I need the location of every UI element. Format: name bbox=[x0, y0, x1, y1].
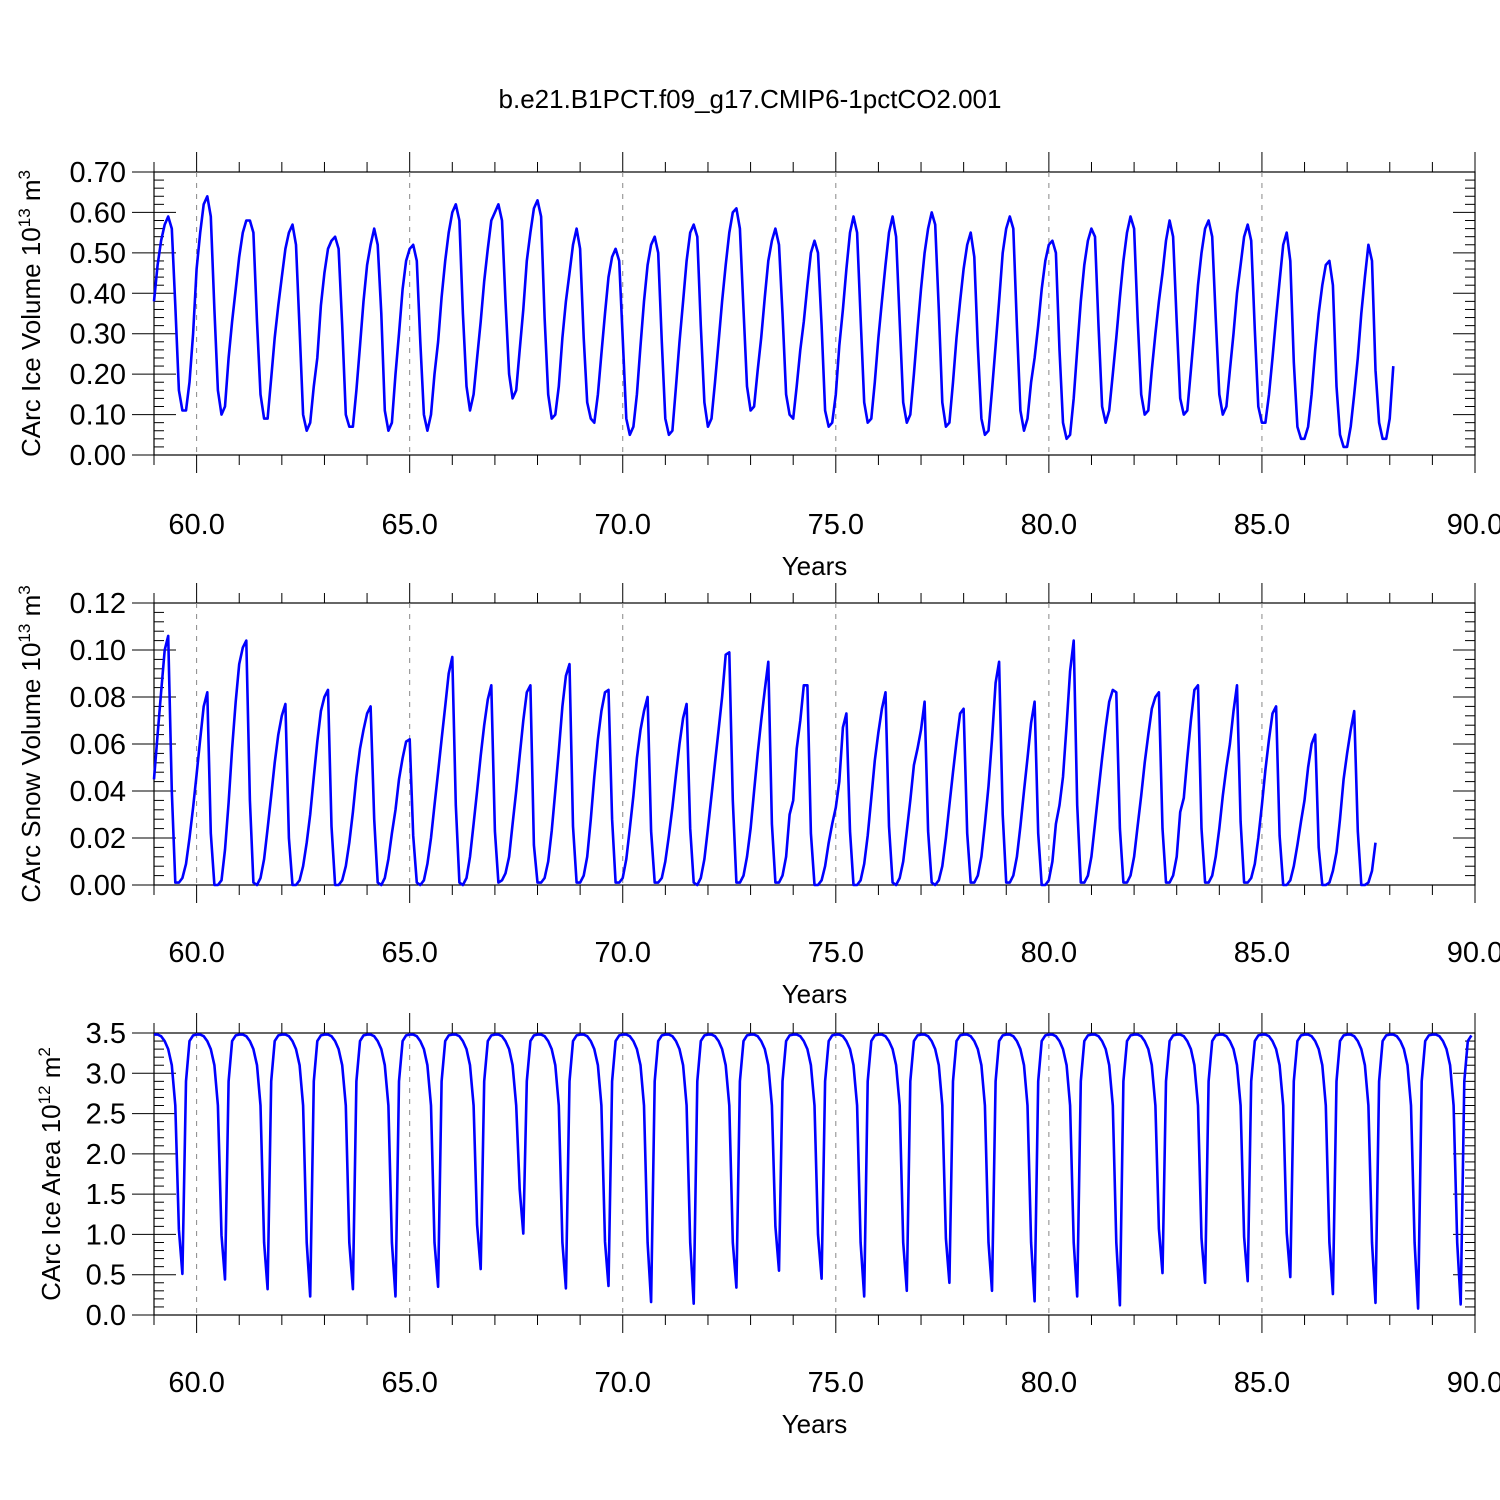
y-tick-label: 0.10 bbox=[70, 400, 126, 432]
y-tick-label: 0.40 bbox=[70, 278, 126, 310]
ice-volume-panel: 0.00 0.10 0.20 0.30 0.40 0.50 0.60 0.70 60.0 65.0… bbox=[15, 152, 1500, 581]
x-tick-label: 90.0 bbox=[1447, 937, 1500, 969]
y-axis-title: CArc Ice Volume 1013 m3 bbox=[15, 170, 46, 457]
x-tick-label: 65.0 bbox=[381, 1367, 437, 1399]
x-tick-label: 80.0 bbox=[1021, 937, 1077, 969]
y-tick-label: 0.70 bbox=[70, 157, 126, 189]
data-series-line bbox=[152, 634, 1377, 887]
x-tick-label: 65.0 bbox=[381, 509, 437, 541]
y-tick-label: 0.12 bbox=[70, 588, 126, 620]
y-tick-label: 0.10 bbox=[70, 635, 126, 667]
y-tick-label: 0.00 bbox=[70, 870, 126, 902]
x-axis-title: Years bbox=[782, 1409, 848, 1439]
x-tick-label: 70.0 bbox=[595, 937, 651, 969]
y-tick-label: 1.0 bbox=[86, 1219, 126, 1251]
y-tick-label: 0.00 bbox=[70, 440, 126, 472]
y-tick-label: 0.08 bbox=[70, 682, 126, 714]
y-tick-label: 0.06 bbox=[70, 729, 126, 761]
x-tick-label: 60.0 bbox=[168, 937, 224, 969]
plot-frame bbox=[153, 1032, 1476, 1316]
x-tick-label: 60.0 bbox=[168, 509, 224, 541]
y-tick-label: 0.0 bbox=[86, 1300, 126, 1332]
data-series-line bbox=[152, 195, 1395, 449]
x-tick-label: 75.0 bbox=[808, 509, 864, 541]
x-tick-label: 80.0 bbox=[1021, 509, 1077, 541]
x-tick-label: 75.0 bbox=[808, 1367, 864, 1399]
y-tick-label: 0.60 bbox=[70, 197, 126, 229]
x-tick-label: 65.0 bbox=[381, 937, 437, 969]
x-tick-label: 70.0 bbox=[595, 1367, 651, 1399]
y-tick-label: 2.5 bbox=[86, 1099, 126, 1131]
x-tick-label: 60.0 bbox=[168, 1367, 224, 1399]
y-tick-label: 0.30 bbox=[70, 319, 126, 351]
snow-volume-panel: 0.00 0.02 0.04 0.06 0.08 0.10 0.12 60.0 65.0 70.0… bbox=[15, 583, 1500, 1009]
x-tick-label: 70.0 bbox=[595, 509, 651, 541]
y-tick-label: 0.04 bbox=[70, 776, 126, 808]
y-tick-label: 1.5 bbox=[86, 1179, 126, 1211]
data-series-line bbox=[154, 1033, 1473, 1310]
y-tick-label: 2.0 bbox=[86, 1139, 126, 1171]
x-tick-label: 85.0 bbox=[1234, 509, 1290, 541]
x-tick-label: 85.0 bbox=[1234, 937, 1290, 969]
y-tick-label: 0.50 bbox=[70, 238, 126, 270]
y-axis-title: CArc Ice Area 1012 m2 bbox=[35, 1047, 66, 1301]
figure-title: b.e21.B1PCT.f09_g17.CMIP6-1pctCO2.001 bbox=[499, 84, 1002, 114]
x-tick-label: 90.0 bbox=[1447, 1367, 1500, 1399]
plot-frame bbox=[153, 171, 1476, 456]
y-tick-label: 0.20 bbox=[70, 359, 126, 391]
x-tick-label: 75.0 bbox=[808, 937, 864, 969]
ice-area-panel: 0.0 0.5 1.0 1.5 2.0 2.5 3.0 3.5 60.0 65.0 70.0 75.0… bbox=[35, 1013, 1500, 1439]
y-tick-label: 0.02 bbox=[70, 823, 126, 855]
y-tick-label: 3.0 bbox=[86, 1058, 126, 1090]
x-tick-label: 90.0 bbox=[1447, 509, 1500, 541]
y-tick-label: 3.5 bbox=[86, 1018, 126, 1050]
y-axis-title: CArc Snow Volume 1013 m3 bbox=[15, 585, 46, 902]
x-axis-title: Years bbox=[782, 551, 848, 581]
x-tick-label: 85.0 bbox=[1234, 1367, 1290, 1399]
y-tick-label: 0.5 bbox=[86, 1260, 126, 1292]
x-axis-title: Years bbox=[782, 979, 848, 1009]
x-tick-label: 80.0 bbox=[1021, 1367, 1077, 1399]
